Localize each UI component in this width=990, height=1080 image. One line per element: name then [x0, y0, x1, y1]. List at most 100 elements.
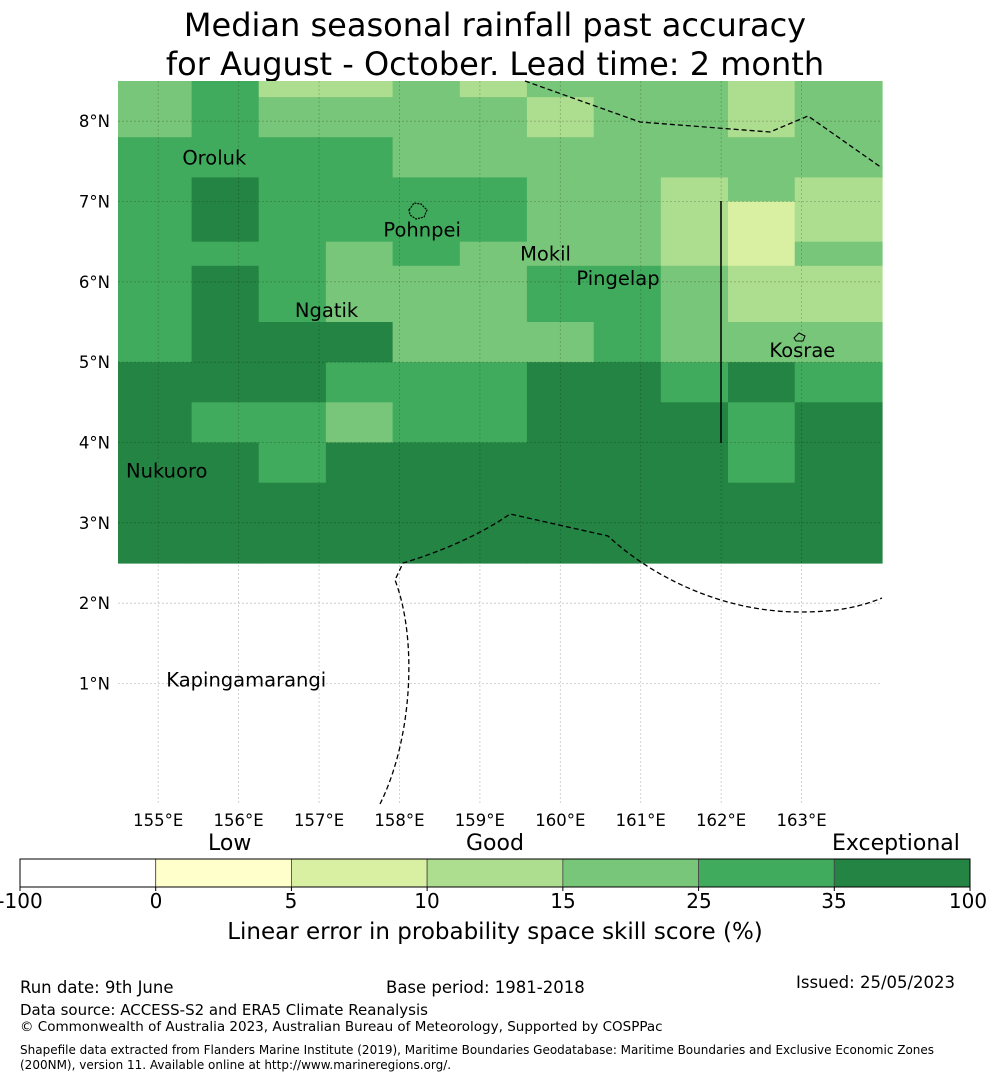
colorbar-segment — [426, 858, 564, 888]
heatmap-cell — [258, 402, 327, 444]
heatmap-cell — [660, 241, 729, 267]
heatmap-cell — [728, 362, 796, 403]
heatmap-cell — [118, 442, 193, 484]
heatmap-cell — [258, 265, 327, 323]
heatmap-cell — [258, 81, 327, 98]
heatmap-cell — [258, 97, 327, 138]
heatmap-cell — [118, 177, 193, 203]
heatmap-cell — [258, 442, 327, 484]
heatmap-cell — [660, 322, 729, 363]
x-tick-label: 161°E — [616, 811, 666, 830]
heatmap-cell — [191, 402, 260, 444]
colorbar-segment — [19, 858, 157, 888]
heatmap-cell — [794, 482, 883, 524]
heatmap-cell — [660, 201, 729, 243]
heatmap-cell — [728, 137, 796, 178]
heatmap-cell — [325, 322, 394, 363]
heatmap-cell — [191, 137, 260, 178]
colorbar-tick: -100 — [0, 889, 43, 913]
heatmap-cell — [593, 322, 662, 363]
place-label-ngatik: Ngatik — [295, 299, 359, 322]
heatmap-cell — [794, 137, 883, 178]
heatmap-cell — [325, 362, 394, 403]
heatmap-cell — [794, 177, 883, 203]
heatmap-cell — [191, 201, 260, 243]
heatmap-cell — [794, 362, 883, 403]
y-tick-labels: 8°N 7°N 6°N 5°N 4°N 3°N 2°N 1°N — [79, 112, 110, 693]
title-line-1: Median seasonal rainfall past accuracy — [183, 6, 807, 44]
heatmap-cell — [191, 81, 260, 98]
heatmap-cell — [459, 362, 528, 403]
heatmap-cell — [526, 265, 595, 323]
place-label-kapingamarangi: Kapingamarangi — [166, 668, 326, 691]
heatmap-cell — [728, 81, 796, 98]
heatmap-cell — [459, 241, 528, 267]
heatmap-cell — [118, 322, 193, 363]
x-tick-label: 158°E — [374, 811, 424, 830]
heatmap-cell — [593, 482, 662, 524]
heatmap-cell — [325, 177, 394, 203]
data-source: Data source: ACCESS-S2 and ERA5 Climate … — [20, 1001, 428, 1019]
place-label-mokil: Mokil — [520, 243, 571, 266]
heatmap-cell — [392, 201, 461, 243]
heatmap-cell — [325, 265, 394, 323]
title-line-2: for August - October. Lead time: 2 month — [165, 45, 825, 83]
base-period: Base period: 1981-2018 — [386, 978, 585, 997]
heatmap-cell — [526, 442, 595, 484]
heatmap-cell — [118, 97, 193, 138]
y-tick-label: 7°N — [79, 193, 110, 212]
heatmap-cell — [392, 322, 461, 363]
heatmap-cell — [118, 402, 193, 444]
heatmap-cell — [593, 442, 662, 484]
heatmap-cell — [728, 265, 796, 323]
heatmap-cell — [794, 442, 883, 484]
heatmap-cell — [660, 137, 729, 178]
colorbar-segment — [562, 858, 699, 888]
heatmap-cell — [593, 402, 662, 444]
y-tick-label: 6°N — [79, 273, 110, 292]
heatmap-cell — [593, 265, 662, 323]
heatmap-cell — [526, 177, 595, 203]
eez-boundary-north — [524, 80, 883, 169]
colorbar-segment — [291, 858, 428, 888]
heatmap-cell — [526, 522, 595, 564]
x-tick-label: 160°E — [535, 811, 585, 830]
heatmap-cell — [593, 81, 662, 98]
colorbar-tick: 35 — [821, 889, 847, 913]
heatmap-cells — [118, 81, 883, 564]
heatmap-cell — [459, 322, 528, 363]
run-date: Run date: 9th June — [20, 978, 174, 997]
x-tick-label: 155°E — [133, 811, 183, 830]
map-title: Median seasonal rainfall past accuracy f… — [0, 6, 990, 84]
colorbar-tick: 10 — [414, 889, 440, 913]
heatmap-cell — [191, 482, 260, 524]
heatmap-cell — [118, 81, 193, 98]
heatmap-cell — [459, 442, 528, 484]
eez-boundary-south — [379, 513, 883, 805]
colorbar-segment — [833, 858, 971, 888]
heatmap-cell — [258, 201, 327, 243]
x-tick-labels: 155°E 156°E 157°E 158°E 159°E 160°E 161°E 162°E… — [133, 811, 827, 830]
heatmap-cell — [258, 241, 327, 267]
heatmap-cell — [392, 241, 461, 267]
kosrae-outline — [793, 332, 806, 342]
y-tick-label: 1°N — [79, 675, 110, 694]
heatmap-cell — [728, 402, 796, 444]
heatmap-cell — [258, 137, 327, 178]
colorbar-label: Linear error in probability space skill … — [227, 919, 763, 945]
y-tick-label: 4°N — [79, 434, 110, 453]
place-label-oroluk: Oroluk — [182, 146, 247, 169]
y-tick-label: 3°N — [79, 514, 110, 533]
x-tick-label: 156°E — [214, 811, 264, 830]
heatmap-cell — [459, 97, 528, 138]
heatmap-cell — [258, 322, 327, 363]
colorbar-segment — [155, 858, 292, 888]
heatmap-cell — [526, 482, 595, 524]
heatmap-cell — [392, 522, 461, 564]
colorbar-outline — [19, 858, 971, 888]
heatmap-cell — [325, 241, 394, 267]
heatmap-cell — [325, 81, 394, 98]
heatmap-cell — [459, 402, 528, 444]
heatmap-cell — [526, 322, 595, 363]
